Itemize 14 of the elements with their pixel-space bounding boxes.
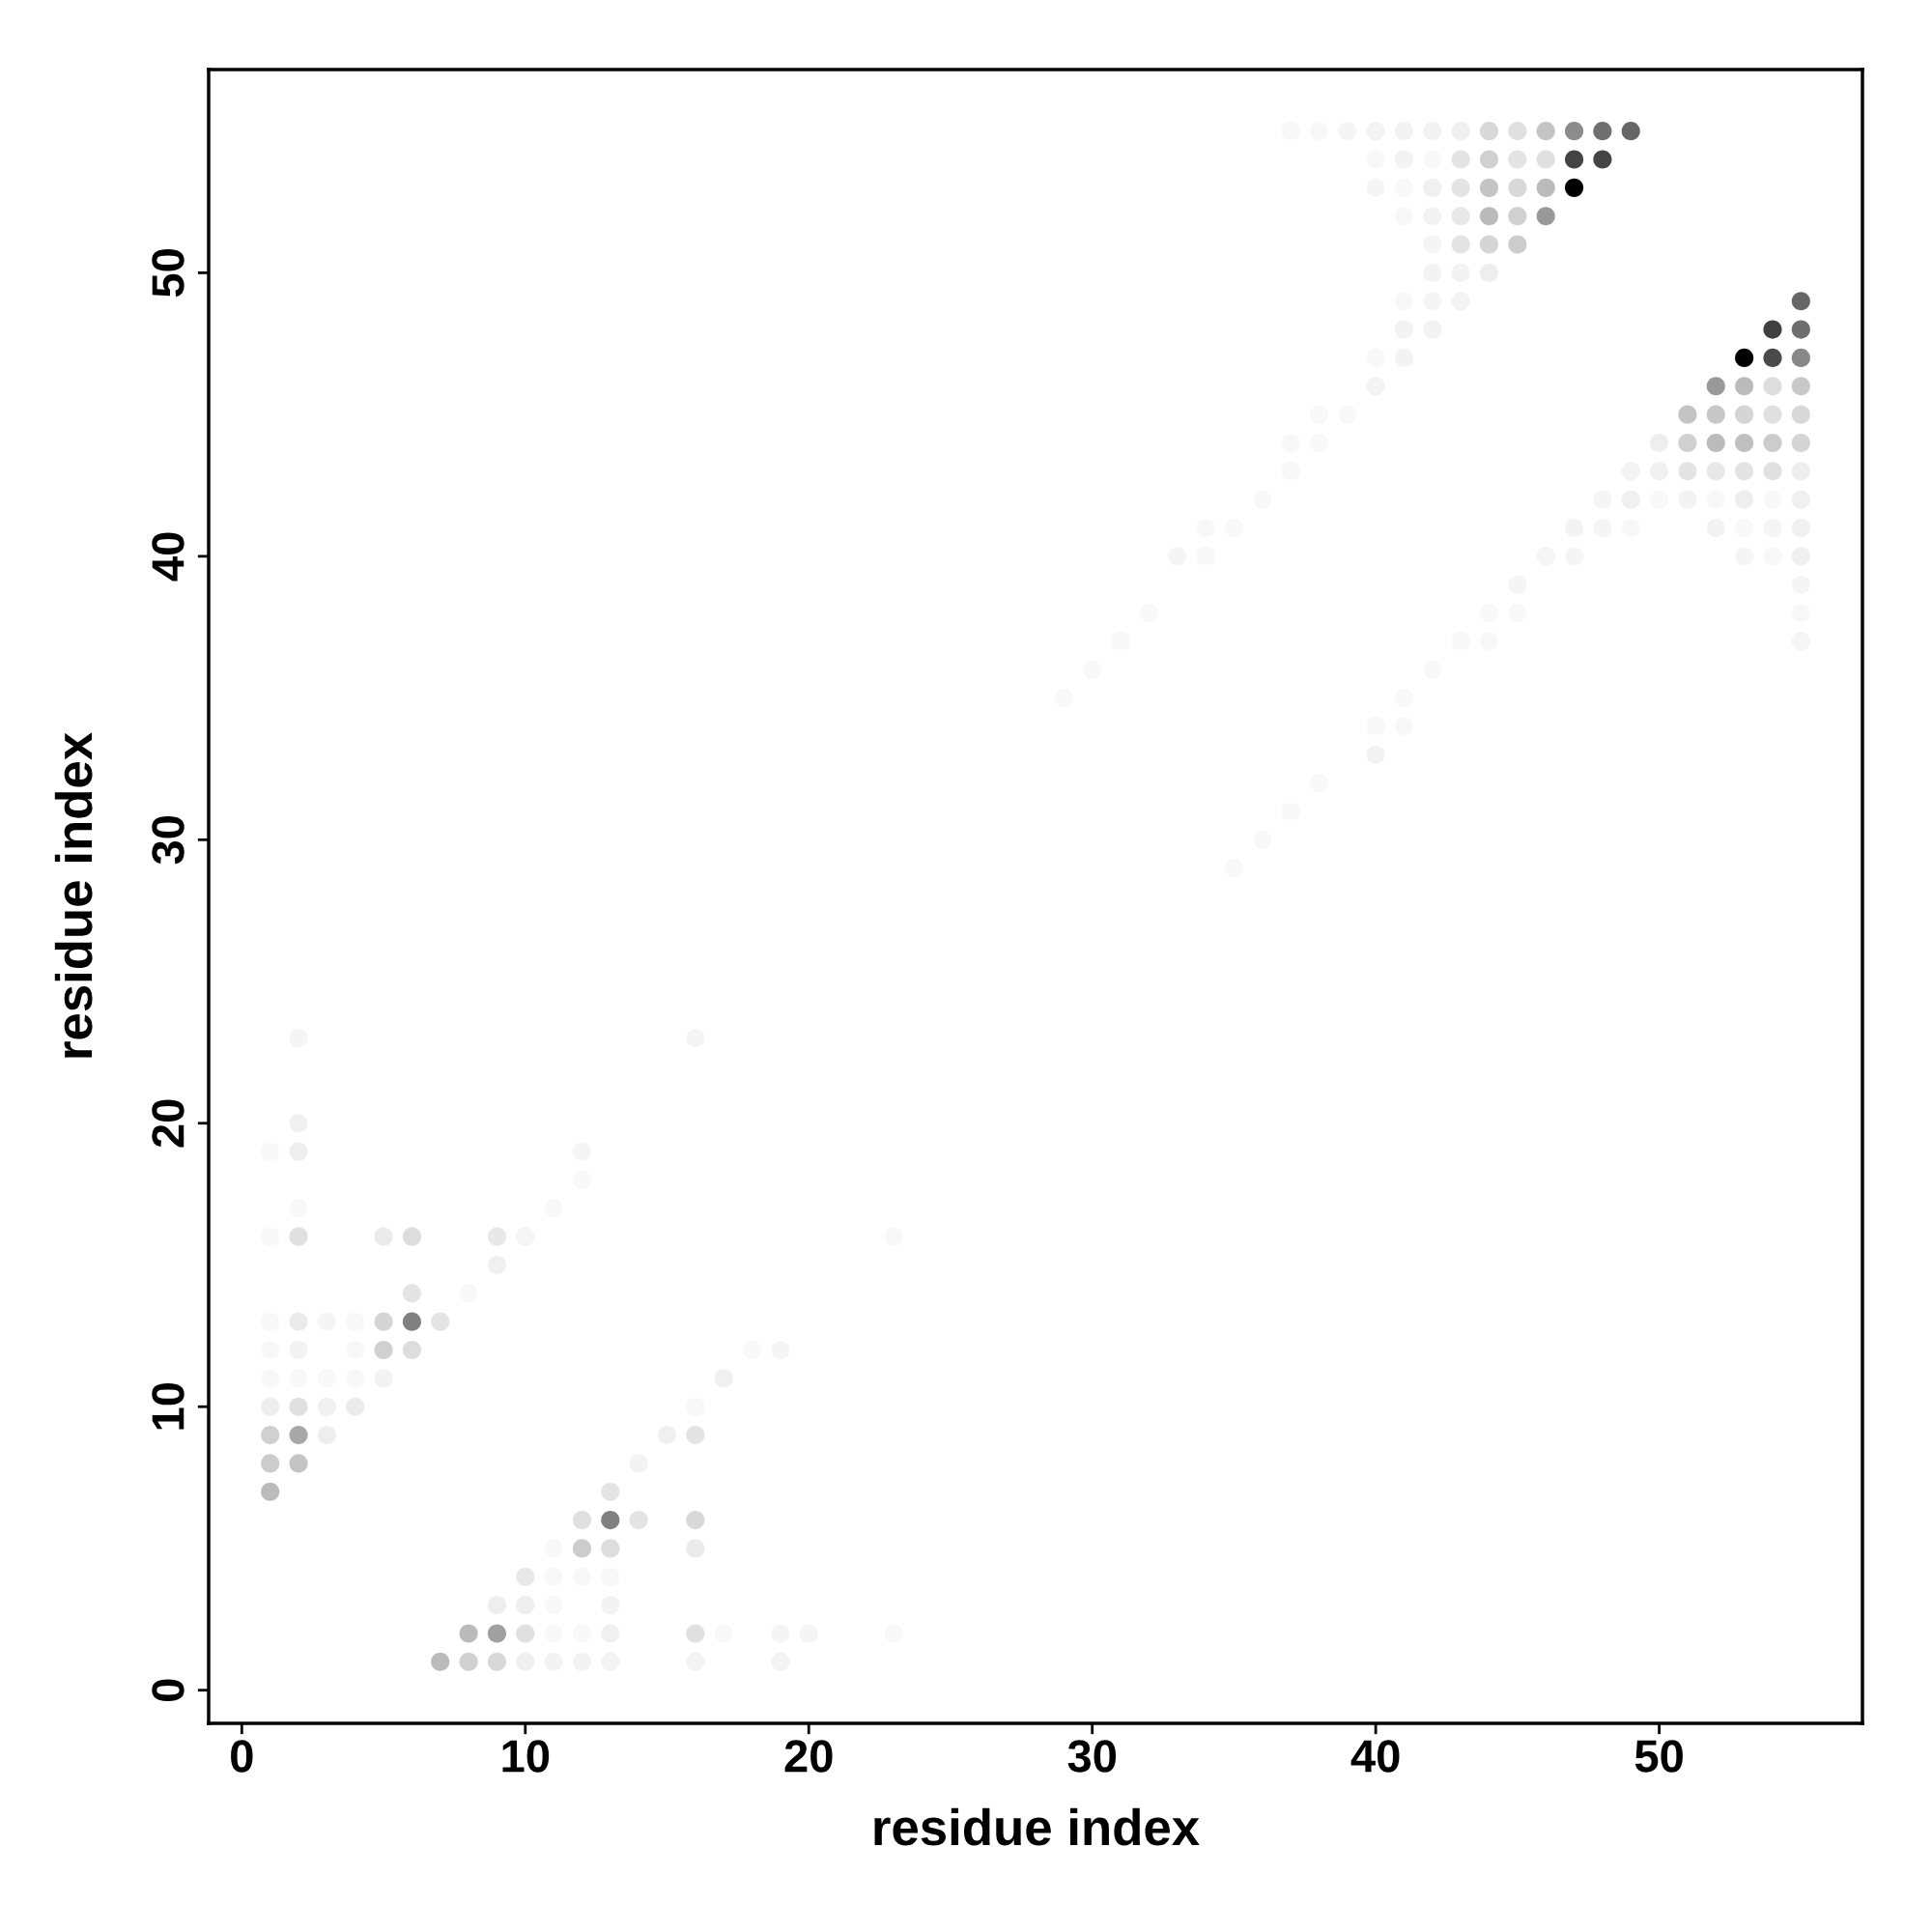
y-tick-label: 20	[152, 1099, 185, 1148]
y-axis-title: residue index	[54, 732, 93, 1058]
x-tick-label: 0	[231, 1740, 253, 1773]
y-tick-label: 10	[152, 1382, 185, 1430]
y-tick-label: 0	[152, 1679, 185, 1701]
x-tick-label: 40	[1350, 1740, 1400, 1773]
x-tick-label: 30	[1067, 1740, 1117, 1773]
y-tick-label: 40	[152, 532, 185, 582]
y-tick-label: 50	[152, 249, 185, 298]
x-tick-label: 20	[784, 1740, 833, 1773]
x-tick-label: 50	[1634, 1740, 1683, 1773]
x-tick-label: 10	[502, 1740, 550, 1773]
y-tick-label: 30	[152, 815, 185, 865]
x-axis-title: residue index	[874, 1807, 1200, 1846]
